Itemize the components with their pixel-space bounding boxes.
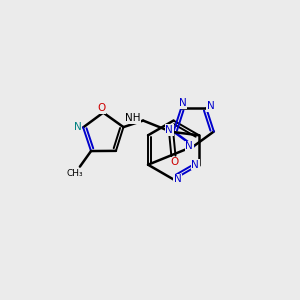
Text: N: N <box>74 122 82 132</box>
Text: NH: NH <box>125 113 140 123</box>
Text: O: O <box>171 158 179 167</box>
Text: N: N <box>173 174 181 184</box>
Text: N: N <box>185 141 193 151</box>
Text: CH₃: CH₃ <box>67 169 83 178</box>
Text: N: N <box>165 125 173 135</box>
Text: N: N <box>191 160 199 170</box>
Text: O: O <box>98 103 106 113</box>
Text: N: N <box>207 101 214 111</box>
Text: N: N <box>179 98 187 108</box>
